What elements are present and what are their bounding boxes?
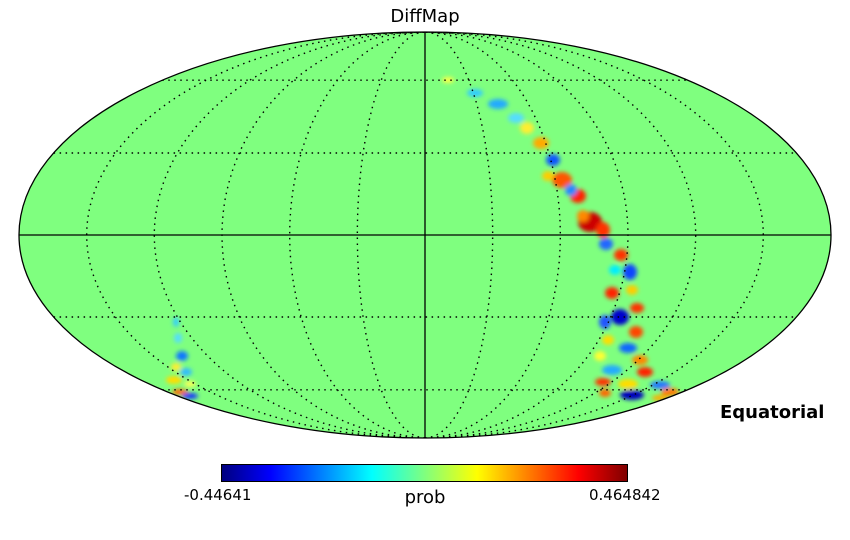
- meridian-line: [85, 32, 426, 438]
- coordinate-system-label: Equatorial: [720, 402, 825, 423]
- meridian-line: [424, 32, 765, 438]
- map-title: DiffMap: [390, 6, 460, 27]
- colorbar-max-label: 0.464842: [589, 486, 661, 504]
- map-outline: [18, 31, 832, 439]
- signal-band: [166, 77, 679, 401]
- colorbar-unit-label: prob: [404, 487, 446, 508]
- meridian-line: [424, 32, 561, 438]
- colorbar: [221, 464, 628, 482]
- colorbar-min-label: -0.44641: [184, 486, 252, 504]
